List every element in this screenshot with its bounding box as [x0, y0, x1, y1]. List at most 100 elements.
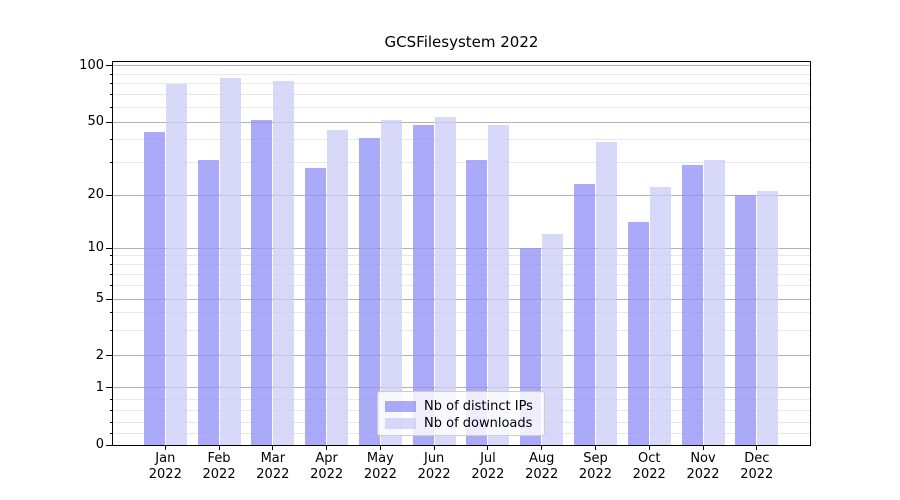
x-tick-label-year: 2022 [632, 467, 666, 482]
x-tick [648, 446, 650, 450]
legend-swatch-distinct-ips [385, 401, 416, 412]
x-tick-label: Jun 2022 [404, 451, 464, 483]
x-tick-label-month: Oct [637, 451, 661, 466]
x-tick-label-month: Aug [528, 451, 555, 466]
bar-downloads-oct [649, 187, 671, 445]
gridline-minor [113, 263, 810, 265]
plot-area: Nb of distinct IPs Nb of downloads [112, 61, 811, 446]
gridline-minor [113, 255, 810, 257]
bar-distinct-ips-jun [412, 125, 434, 445]
x-tick-label: Nov 2022 [673, 451, 733, 483]
gridline-major [113, 387, 810, 389]
x-tick-label-month: Feb [207, 451, 231, 466]
bar-downloads-jul [488, 125, 510, 445]
legend-item-distinct-ips: Nb of distinct IPs [385, 398, 544, 415]
legend: Nb of distinct IPs Nb of downloads [377, 391, 545, 436]
legend-label-downloads: Nb of downloads [424, 416, 533, 431]
y-tick-label: 10 [87, 240, 104, 255]
y-tick [106, 247, 113, 249]
bar-downloads-may [380, 120, 402, 445]
gridline-minor [113, 312, 810, 314]
x-tick-label-month: Jun [423, 451, 445, 466]
bar-downloads-jun [434, 117, 456, 445]
x-tick-label-month: Sep [583, 451, 608, 466]
bar-distinct-ips-sep [573, 183, 595, 445]
x-tick [326, 446, 328, 450]
y-tick-label: 5 [95, 291, 104, 306]
x-tick [379, 446, 381, 450]
x-tick-label-year: 2022 [417, 467, 451, 482]
plot-layers [113, 62, 810, 445]
y-tick-label: 0 [95, 437, 104, 452]
x-tick-label-year: 2022 [740, 467, 774, 482]
x-tick-label-month: Jul [480, 451, 496, 466]
x-tick-label-year: 2022 [148, 467, 182, 482]
y-tick [106, 65, 113, 66]
gridline-minor [113, 330, 810, 332]
x-tick [756, 446, 758, 450]
y-tick [106, 298, 113, 300]
x-tick-label-month: Nov [690, 451, 716, 466]
x-tick-label-year: 2022 [578, 467, 612, 482]
bar-downloads-dec [757, 191, 779, 445]
x-tick [541, 446, 543, 450]
gridline-minor [113, 162, 810, 164]
y-minor-tick [109, 285, 113, 287]
gridline-minor [113, 139, 810, 141]
bar-downloads-sep [595, 141, 617, 445]
y-tick [106, 121, 113, 123]
bar-downloads-jan [165, 83, 187, 445]
bar-distinct-ips-jan [143, 132, 165, 445]
bar-distinct-ips-mar [251, 120, 273, 445]
y-tick-label: 100 [79, 57, 104, 73]
x-tick-label: May 2022 [350, 451, 410, 483]
gridline-minor [113, 94, 810, 96]
x-tick-label-year: 2022 [202, 467, 236, 482]
y-tick [106, 355, 113, 357]
y-minor-tick [109, 312, 113, 314]
x-tick-label: Oct 2022 [619, 451, 679, 483]
bar-distinct-ips-dec [735, 195, 757, 445]
bar-downloads-mar [273, 80, 295, 445]
y-minor-tick [109, 73, 113, 75]
x-tick-label: Jan 2022 [135, 451, 195, 483]
y-minor-tick [109, 106, 113, 108]
y-minor-tick [109, 83, 113, 85]
bar-distinct-ips-feb [197, 160, 219, 445]
x-tick [272, 446, 274, 450]
y-minor-tick [109, 263, 113, 265]
x-tick-label: Jul 2022 [458, 451, 518, 483]
x-tick-label-year: 2022 [256, 467, 290, 482]
bar-distinct-ips-may [358, 137, 380, 445]
gridline-minor [113, 285, 810, 287]
bar-downloads-nov [703, 160, 725, 445]
x-tick-label-month: Mar [260, 451, 286, 466]
x-tick-label: Aug 2022 [512, 451, 572, 483]
x-tick-label-month: May [366, 451, 394, 466]
x-tick-label: Mar 2022 [243, 451, 303, 483]
x-tick [594, 446, 596, 450]
x-tick [702, 446, 704, 450]
gridline-minor [113, 106, 810, 108]
gridline-major [113, 355, 810, 357]
x-tick-label: Sep 2022 [565, 451, 625, 483]
gridline-major [113, 247, 810, 249]
x-tick-label-month: Dec [744, 451, 770, 466]
x-tick-label: Dec 2022 [727, 451, 787, 483]
x-tick-label-year: 2022 [525, 467, 559, 482]
x-tick-label-year: 2022 [686, 467, 720, 482]
y-minor-tick [109, 410, 113, 412]
y-minor-tick [109, 330, 113, 332]
y-minor-tick [109, 94, 113, 96]
x-tick [218, 446, 220, 450]
y-tick-label: 50 [87, 114, 104, 129]
legend-swatch-downloads [385, 418, 416, 429]
x-tick-label-month: Apr [315, 451, 338, 466]
gridline-major [113, 194, 810, 196]
x-tick-label: Apr 2022 [297, 451, 357, 483]
y-tick [106, 194, 113, 196]
x-tick-label-year: 2022 [363, 467, 397, 482]
gridline-major [113, 298, 810, 300]
gridline-major [113, 121, 810, 123]
